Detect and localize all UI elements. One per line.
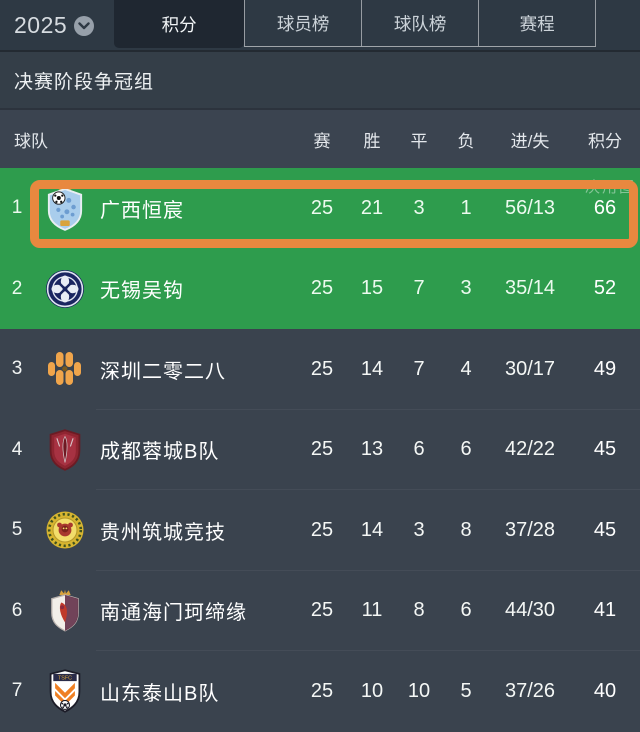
points: 52 — [593, 277, 617, 300]
drawn: 6 — [413, 438, 425, 461]
lost: 6 — [460, 438, 472, 461]
played: 25 — [310, 679, 334, 702]
table-header-row: 球队 赛 胜 平 负 进/失 积分 — [0, 108, 640, 168]
drawn: 10 — [407, 679, 431, 702]
header-lost: 负 — [457, 131, 475, 151]
rank: 2 — [11, 277, 23, 299]
tab-label: 赛程 — [519, 13, 555, 34]
lost: 5 — [460, 679, 472, 702]
won: 14 — [360, 518, 384, 541]
points: 40 — [593, 679, 617, 702]
table-row[interactable]: 4 成都蓉城B队 25 13 6 6 42/22 45 — [0, 410, 640, 491]
played: 25 — [310, 357, 334, 380]
team-name: 贵州筑城竞技 — [100, 521, 226, 544]
rank: 7 — [11, 680, 23, 702]
svg-text:TSFC: TSFC — [58, 676, 72, 682]
drawn: 3 — [413, 518, 425, 541]
won: 13 — [360, 438, 384, 461]
header-goals: 进/失 — [510, 131, 550, 151]
tab-standings[interactable]: 积分 — [114, 0, 245, 48]
header-drawn: 平 — [410, 131, 428, 151]
team-name: 广西恒宸 — [100, 199, 184, 222]
team-badge-shenzhen-icon — [34, 349, 96, 389]
table-row[interactable]: 3 深圳二零二八 25 14 7 4 30/17 49 — [0, 329, 640, 410]
watermark-fragment: 决用图 — [584, 179, 636, 196]
rank: 5 — [11, 519, 23, 541]
lost: 8 — [460, 518, 472, 541]
team-badge-nantong-icon — [34, 588, 96, 634]
drawn: 7 — [413, 357, 425, 380]
table-row[interactable]: 7 TSFC 山东泰山B队 25 10 10 5 37/26 40 — [0, 651, 640, 732]
goals: 35/14 — [504, 277, 556, 300]
points: 45 — [593, 518, 617, 541]
tab-group: 球员榜 球队榜 赛程 — [244, 0, 597, 47]
team-name: 无锡吴钩 — [100, 280, 184, 303]
header-played: 赛 — [313, 131, 331, 151]
tab-label: 球队榜 — [393, 13, 447, 34]
played: 25 — [310, 518, 334, 541]
won: 21 — [360, 196, 384, 219]
lost: 6 — [460, 599, 472, 622]
header-team: 球队 — [14, 131, 48, 151]
rank: 1 — [11, 197, 23, 219]
table-row[interactable]: 6 南通海门珂缔缘 25 11 8 6 44/30 41 — [0, 571, 640, 652]
season-label: 2025 — [14, 11, 68, 38]
season-selector[interactable]: 2025 — [0, 0, 95, 50]
table-row[interactable]: 2 无锡吴钩 25 15 7 3 35/14 52 — [0, 248, 640, 329]
lost: 3 — [460, 277, 472, 300]
team-badge-wuxi-icon — [34, 269, 96, 309]
section-title: 决赛阶段争冠组 — [0, 50, 640, 108]
tab-schedule[interactable]: 赛程 — [478, 0, 597, 46]
goals: 44/30 — [504, 599, 556, 622]
played: 25 — [310, 277, 334, 300]
team-badge-guizhou-icon — [34, 510, 96, 550]
goals: 42/22 — [504, 438, 556, 461]
tab-player-rankings[interactable]: 球员榜 — [244, 0, 361, 46]
tab-label: 球员榜 — [276, 13, 330, 34]
chevron-down-icon — [74, 16, 95, 36]
header-won: 胜 — [363, 131, 381, 151]
goals: 56/13 — [504, 196, 556, 219]
won: 14 — [360, 357, 384, 380]
points: 45 — [593, 438, 617, 461]
drawn: 8 — [413, 599, 425, 622]
drawn: 3 — [413, 196, 425, 219]
rank: 4 — [11, 438, 23, 460]
rank: 3 — [11, 358, 23, 380]
lost: 1 — [460, 196, 472, 219]
team-name: 深圳二零二八 — [100, 360, 226, 383]
tab-team-rankings[interactable]: 球队榜 — [361, 0, 478, 46]
played: 25 — [310, 196, 334, 219]
goals: 30/17 — [504, 357, 556, 380]
team-name: 南通海门珂缔缘 — [100, 602, 247, 625]
team-name: 成都蓉城B队 — [100, 441, 220, 464]
team-name: 山东泰山B队 — [100, 682, 220, 705]
points: 41 — [593, 599, 617, 622]
header-points: 积分 — [588, 131, 622, 151]
played: 25 — [310, 438, 334, 461]
team-badge-guangxi-icon — [34, 185, 96, 232]
goals: 37/28 — [504, 518, 556, 541]
drawn: 7 — [413, 277, 425, 300]
table-row[interactable]: 5 贵州筑城竞技 25 14 3 8 37/28 45 — [0, 490, 640, 571]
lost: 4 — [460, 357, 472, 380]
won: 11 — [361, 599, 383, 622]
rank: 6 — [11, 599, 23, 621]
goals: 37/26 — [504, 679, 556, 702]
played: 25 — [310, 599, 334, 622]
team-badge-chengdu-icon — [34, 428, 96, 472]
tab-label: 积分 — [161, 14, 197, 35]
table-row[interactable]: 决用图 1 广西恒宸 25 21 3 1 56/13 66 — [0, 168, 640, 249]
team-badge-shandong-icon: TSFC — [34, 668, 96, 714]
points: 66 — [593, 196, 617, 219]
top-tab-bar: 2025 积分 球员榜 球队榜 赛程 — [0, 0, 640, 50]
won: 10 — [360, 679, 384, 702]
won: 15 — [360, 277, 384, 300]
points: 49 — [593, 357, 617, 380]
